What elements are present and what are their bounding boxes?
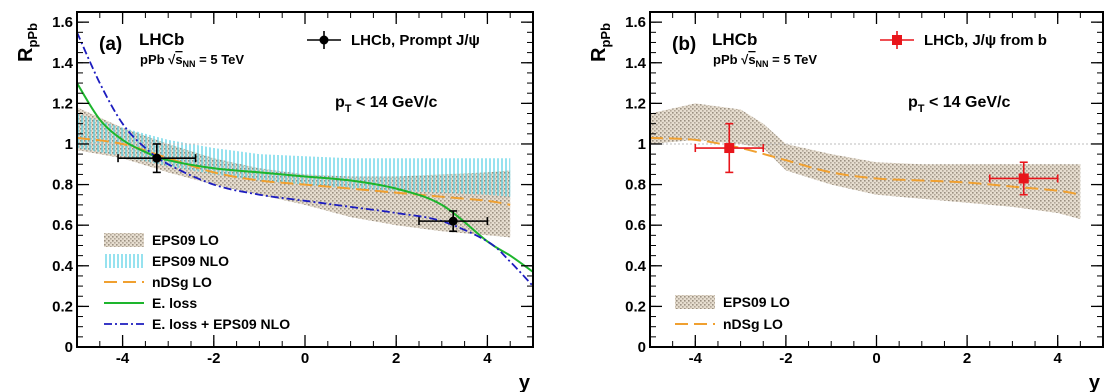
x-tick-label: 4 bbox=[1054, 350, 1063, 367]
x-tick-label: 0 bbox=[301, 350, 309, 367]
band-eps09-lo bbox=[77, 107, 511, 238]
curve-e-loss-eps09-nlo bbox=[77, 31, 533, 287]
curve-ndsg-lo bbox=[77, 136, 511, 206]
energy-label: pPb √sNN = 5 TeV bbox=[140, 52, 244, 69]
x-tick-label: 2 bbox=[392, 350, 400, 367]
legend-swatch-eps09-lo bbox=[675, 295, 715, 309]
marker-square bbox=[1018, 173, 1029, 184]
data-legend-label: LHCb, J/ψ from b bbox=[924, 32, 1047, 49]
data-point bbox=[694, 122, 765, 174]
y-tick-label: 0.2 bbox=[625, 298, 646, 315]
x-tick-label: 0 bbox=[872, 350, 880, 367]
y-tick-label: 1.2 bbox=[625, 95, 646, 112]
experiment-label: LHCb bbox=[139, 30, 184, 49]
y-tick-label: 0.6 bbox=[52, 217, 73, 234]
y-tick-label: 0 bbox=[638, 339, 646, 356]
y-tick-label: 1 bbox=[65, 136, 73, 153]
marker-circle bbox=[448, 216, 458, 226]
marker-square bbox=[724, 143, 735, 154]
y-tick-label: 0.2 bbox=[52, 298, 73, 315]
y-tick-label: 0.8 bbox=[52, 177, 73, 194]
marker-circle bbox=[152, 153, 162, 163]
y-tick-label: 1.4 bbox=[52, 55, 74, 72]
x-tick-label: -4 bbox=[689, 350, 703, 367]
data-legend-label: LHCb, Prompt J/ψ bbox=[351, 32, 480, 49]
plot-area bbox=[650, 103, 1103, 220]
legend-label-ndsg-lo: nDSg LO bbox=[723, 316, 783, 332]
experiment-label: LHCb bbox=[712, 30, 757, 49]
legend-label-ndsg-lo: nDSg LO bbox=[152, 274, 212, 290]
legend-label-eps09-lo: EPS09 LO bbox=[152, 232, 219, 248]
curve-e-loss bbox=[77, 82, 533, 273]
y-tick-label: 0.8 bbox=[625, 177, 646, 194]
panel-a: 0 0.2 0.4 0.6 0.8 1 1.2 1.4 1.6 -4 -2 0 2 4 y RpPb (a) LH… bbox=[15, 11, 534, 392]
x-axis-label: y bbox=[1089, 372, 1101, 392]
panel-label: (b) bbox=[672, 34, 696, 55]
y-tick-label: 1.4 bbox=[625, 55, 647, 72]
y-tick-label: 1.6 bbox=[625, 14, 646, 31]
x-tick-label: 2 bbox=[963, 350, 971, 367]
y-tick-label: 0.6 bbox=[625, 217, 646, 234]
legend-label-eps09-lo: EPS09 LO bbox=[723, 294, 790, 310]
plot-area bbox=[77, 31, 533, 287]
x-tick-label: -2 bbox=[207, 350, 220, 367]
x-axis-label: y bbox=[519, 372, 531, 392]
x-tick-label: -4 bbox=[116, 350, 130, 367]
y-tick-label: 0.4 bbox=[52, 258, 74, 275]
x-tick-label: -2 bbox=[779, 350, 792, 367]
y-axis-label: RpPb bbox=[15, 23, 40, 62]
panel-b: 0 0.2 0.4 0.6 0.8 1 1.2 1.4 1.6 -4 -2 0 2 4 y RpPb (b) LH… bbox=[588, 11, 1104, 392]
legend-swatch-eps09-lo bbox=[104, 233, 144, 247]
y-tick-label: 1 bbox=[638, 136, 646, 153]
y-tick-label: 1.2 bbox=[52, 95, 73, 112]
band-eps09-nlo bbox=[77, 113, 511, 197]
y-axis-label: RpPb bbox=[588, 23, 613, 62]
y-tick-label: 0.4 bbox=[625, 258, 647, 275]
data-legend-marker bbox=[892, 35, 902, 45]
x-tick-label: 4 bbox=[483, 350, 492, 367]
legend-label-e-loss-eps09-nlo: E. loss + EPS09 NLO bbox=[152, 316, 290, 332]
band-eps09-lo bbox=[650, 103, 1081, 220]
legend-label-eps09-nlo: EPS09 NLO bbox=[152, 253, 229, 269]
pt-cut-label: pT < 14 GeV/c bbox=[908, 94, 1010, 115]
data-point bbox=[418, 210, 489, 233]
energy-label: pPb √sNN = 5 TeV bbox=[713, 52, 817, 69]
pt-cut-label: pT < 14 GeV/c bbox=[335, 94, 437, 115]
data-legend-marker bbox=[319, 35, 329, 45]
data-point bbox=[988, 161, 1059, 196]
legend-label-e-loss: E. loss bbox=[152, 295, 197, 311]
data-point bbox=[117, 143, 197, 174]
y-tick-label: 0 bbox=[65, 339, 73, 356]
legend-swatch-eps09-nlo bbox=[104, 254, 144, 268]
panel-label: (a) bbox=[99, 34, 122, 55]
y-tick-label: 1.6 bbox=[52, 14, 73, 31]
